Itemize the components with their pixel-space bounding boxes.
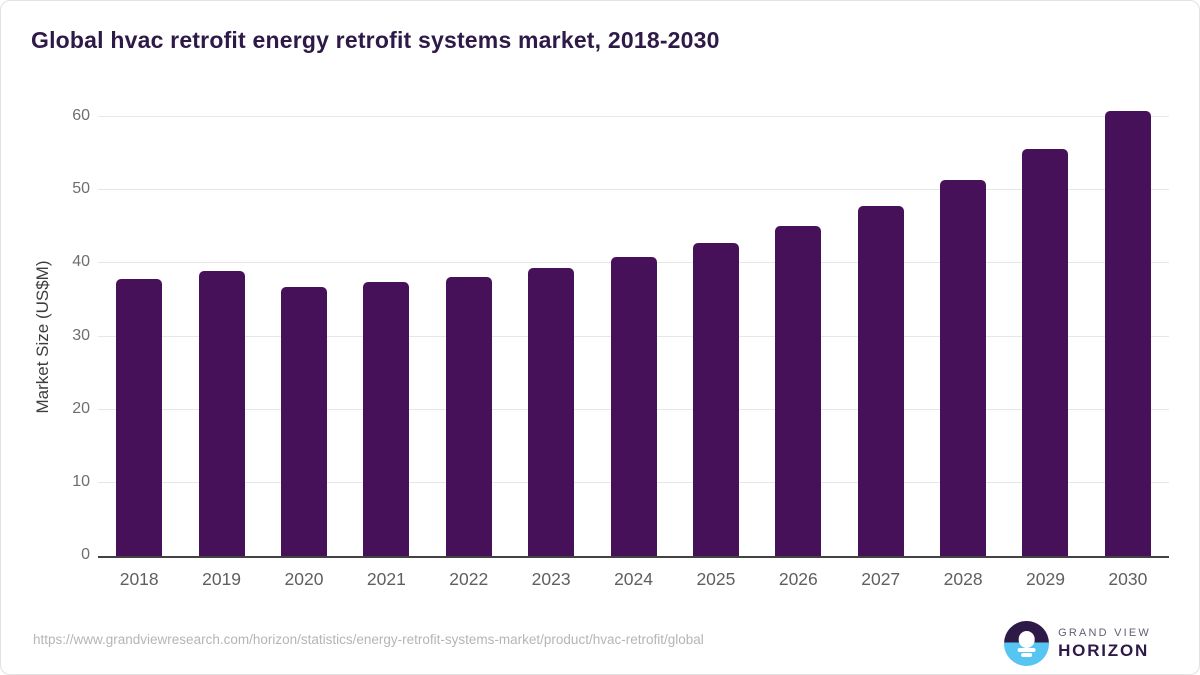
gridline-50 — [98, 189, 1169, 191]
gridline-60 — [98, 115, 1169, 117]
bar-column-2027 — [840, 106, 922, 556]
bar-2023 — [528, 267, 575, 556]
sunrise-sun-shape — [1018, 631, 1035, 648]
bar-column-2024 — [592, 106, 674, 556]
bar-2028 — [940, 179, 987, 556]
y-tick-50: 50 — [72, 180, 90, 198]
x-tick-2028: 2028 — [943, 569, 983, 589]
x-tick-2021: 2021 — [366, 569, 406, 589]
bar-2024 — [610, 256, 657, 556]
logo-brand-name: GRAND VIEW — [1058, 626, 1151, 639]
x-tick-2023: 2023 — [531, 569, 571, 589]
bar-column-2022 — [428, 106, 510, 556]
logo-product-name: HORIZON — [1058, 640, 1150, 660]
bar-column-2023 — [510, 106, 592, 556]
y-tick-20: 20 — [72, 399, 90, 417]
bar-column-2020 — [263, 106, 345, 556]
bars-container — [98, 106, 1169, 556]
x-tick-2030: 2030 — [1108, 569, 1148, 589]
y-tick-30: 30 — [72, 326, 90, 344]
bar-column-2025 — [675, 106, 757, 556]
y-tick-10: 10 — [72, 472, 90, 490]
x-tick-2019: 2019 — [202, 569, 242, 589]
bar-column-2021 — [345, 106, 427, 556]
x-tick-2027: 2027 — [861, 569, 901, 589]
bar-column-2030 — [1087, 106, 1169, 556]
bar-column-2029 — [1004, 106, 1086, 556]
logo-text: GRAND VIEW HORIZON — [1058, 627, 1151, 661]
bar-2027 — [857, 206, 904, 556]
grand-view-horizon-logo: GRAND VIEW HORIZON — [1004, 621, 1151, 666]
x-tick-2026: 2026 — [778, 569, 818, 589]
bar-2026 — [775, 226, 822, 556]
x-tick-2024: 2024 — [614, 569, 653, 589]
bar-column-2028 — [922, 106, 1004, 556]
y-tick-40: 40 — [72, 253, 90, 271]
x-tick-2029: 2029 — [1026, 569, 1065, 589]
source-url: https://www.grandviewresearch.com/horizo… — [33, 632, 704, 647]
bar-2029 — [1022, 149, 1069, 556]
bar-column-2019 — [180, 106, 262, 556]
x-tick-2018: 2018 — [119, 569, 159, 589]
bar-2030 — [1104, 111, 1151, 556]
x-tick-2020: 2020 — [284, 569, 324, 589]
bar-2025 — [692, 242, 739, 556]
x-tick-2025: 2025 — [696, 569, 736, 589]
plot-area: 0 10 20 30 40 50 60 — [72, 106, 1169, 563]
bar-column-2018 — [98, 106, 180, 556]
chart-title: Global hvac retrofit energy retrofit sys… — [31, 27, 720, 53]
sunrise-reflection-line-1 — [1017, 648, 1037, 652]
y-tick-60: 60 — [72, 106, 90, 124]
sunrise-reflection-line-2 — [1020, 653, 1033, 657]
x-axis-tick-labels: 2018 2019 2020 2021 2022 2023 2024 2025 2026 2027… — [98, 569, 1169, 590]
bar-column-2026 — [757, 106, 839, 556]
bar-2021 — [363, 282, 410, 556]
bar-2022 — [445, 276, 492, 556]
bar-2020 — [280, 287, 327, 556]
y-tick-0: 0 — [81, 546, 90, 563]
horizon-sunrise-icon — [1004, 621, 1050, 666]
bar-2019 — [198, 270, 245, 556]
x-tick-2022: 2022 — [449, 569, 489, 589]
bar-2018 — [116, 278, 163, 556]
